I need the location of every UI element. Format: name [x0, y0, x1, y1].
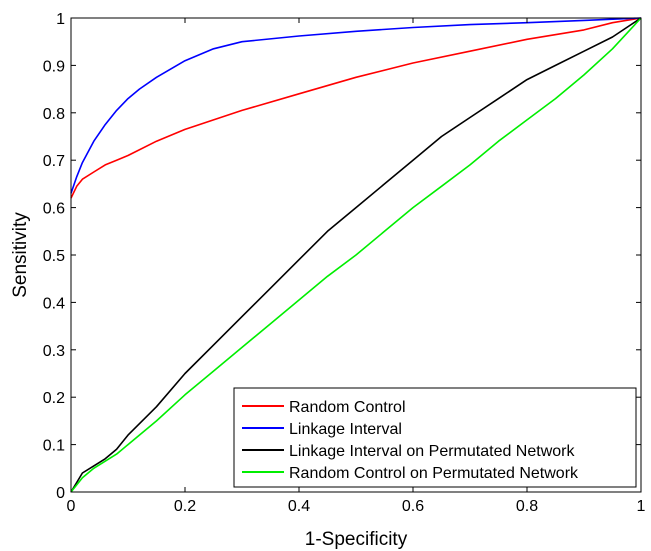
x-tick-label: 0.4: [288, 498, 310, 515]
series-line-2: [70, 17, 642, 194]
x-axis-label: 1-Specificity: [305, 529, 408, 550]
y-tick-label: 0.9: [43, 58, 65, 75]
y-tick-label: 0.6: [43, 201, 65, 218]
plot-lines: [70, 17, 642, 493]
x-tick-label: 1: [637, 498, 646, 515]
series-line-3: [70, 17, 642, 493]
legend-label: Linkage Interval: [289, 421, 402, 438]
y-axis: 0 0.1 0.2 0.3 0.4 0.5 0.6 0.7 0.8 0.9 1: [43, 11, 641, 502]
x-tick-label: 0.8: [516, 498, 538, 515]
y-tick-label: 0: [56, 485, 65, 502]
x-tick-label: 0.6: [402, 498, 424, 515]
y-tick-label: 1: [56, 11, 65, 28]
x-tick-label: 0: [67, 498, 76, 515]
series-line-4: [70, 17, 642, 493]
legend-label: Linkage Interval on Permutated Network: [289, 443, 575, 460]
legend-box: [233, 387, 637, 488]
y-tick-label: 0.1: [43, 438, 65, 455]
y-axis-label: Sensitivity: [10, 212, 31, 298]
series-line-1: [70, 17, 642, 199]
y-tick-label: 0.3: [43, 343, 65, 360]
legend: Random Control Linkage Interval Linkage In…: [233, 387, 637, 488]
y-tick-label: 0.2: [43, 390, 65, 407]
x-axis: 0 0.2 0.4 0.6 0.8 1: [67, 18, 646, 515]
y-tick-label: 0.8: [43, 106, 65, 123]
y-tick-label: 0.4: [43, 295, 65, 312]
y-tick-label: 0.5: [43, 248, 65, 265]
legend-label: Random Control on Permutated Network: [289, 465, 579, 482]
legend-label: Random Control: [289, 399, 406, 416]
y-tick-label: 0.7: [43, 153, 65, 170]
x-tick-label: 0.2: [174, 498, 196, 515]
